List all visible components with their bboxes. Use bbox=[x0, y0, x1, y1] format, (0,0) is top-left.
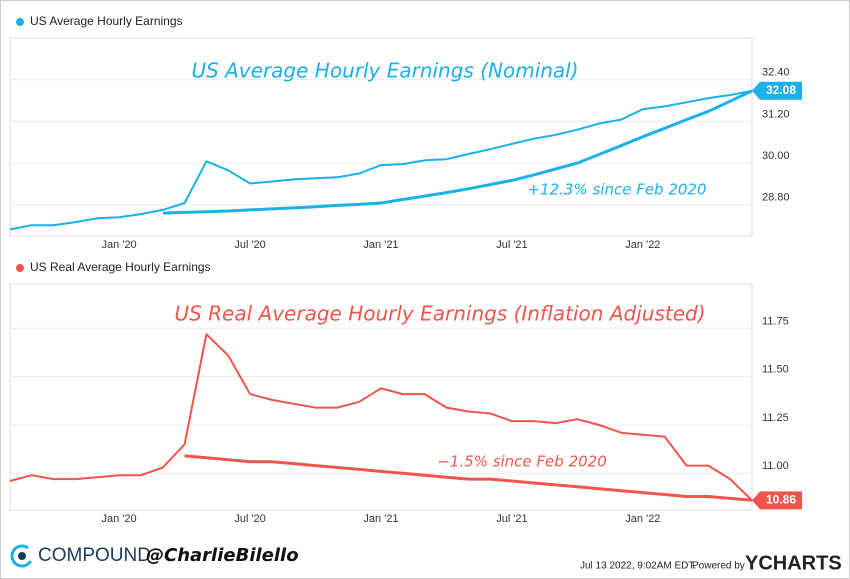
annotation: +12.3% since Feb 2020 bbox=[527, 181, 706, 199]
y-tick-label: 28.80 bbox=[762, 192, 790, 204]
y-tick-label: 11.00 bbox=[762, 460, 789, 472]
ycharts-logo: YCHARTS bbox=[745, 552, 842, 574]
legend-label: US Average Hourly Earnings bbox=[30, 14, 183, 28]
x-tick-label: Jul '21 bbox=[496, 513, 527, 525]
y-tick-label: 31.20 bbox=[762, 108, 790, 120]
x-tick-label: Jul '20 bbox=[234, 513, 265, 525]
y-tick-label: 11.75 bbox=[762, 315, 789, 327]
y-tick-label: 11.50 bbox=[762, 364, 789, 376]
annotation: US Real Average Hourly Earnings (Inflati… bbox=[174, 302, 705, 326]
plot-area bbox=[9, 37, 753, 237]
x-tick-label: Jan '22 bbox=[625, 239, 660, 251]
series-line bbox=[9, 333, 753, 502]
series-line bbox=[9, 89, 753, 231]
y-tick-label: 32.40 bbox=[762, 67, 790, 79]
compound-logo bbox=[10, 544, 34, 568]
plot-area bbox=[9, 283, 753, 511]
annotation: US Average Hourly Earnings (Nominal) bbox=[191, 59, 578, 83]
timestamp: Jul 13 2022, 9:02AM EDT. bbox=[580, 561, 696, 572]
x-tick-label: Jul '20 bbox=[234, 239, 265, 251]
annotation: −1.5% since Feb 2020 bbox=[437, 453, 607, 471]
brand: COMPOUND bbox=[38, 545, 151, 566]
last-value-box bbox=[752, 81, 802, 100]
y-tick-label: 11.25 bbox=[762, 412, 789, 424]
last-value-label: 10.86 bbox=[766, 493, 796, 507]
trend-line bbox=[162, 89, 753, 215]
legend-swatch bbox=[16, 18, 24, 26]
x-tick-label: Jan '21 bbox=[363, 513, 398, 525]
last-value-label: 32.08 bbox=[766, 83, 796, 97]
x-tick-label: Jan '20 bbox=[102, 239, 137, 251]
legend-label: US Real Average Hourly Earnings bbox=[30, 260, 211, 274]
last-value-box bbox=[752, 491, 802, 510]
x-tick-label: Jan '20 bbox=[102, 513, 137, 525]
x-tick-label: Jul '21 bbox=[496, 239, 527, 251]
legend-swatch bbox=[16, 264, 24, 272]
powered-by: Powered by bbox=[692, 561, 745, 572]
x-tick-label: Jan '21 bbox=[363, 239, 398, 251]
x-tick-label: Jan '22 bbox=[625, 513, 660, 525]
y-tick-label: 30.00 bbox=[762, 150, 790, 162]
trend-line bbox=[184, 454, 753, 502]
handle: @CharlieBilello bbox=[146, 545, 299, 566]
